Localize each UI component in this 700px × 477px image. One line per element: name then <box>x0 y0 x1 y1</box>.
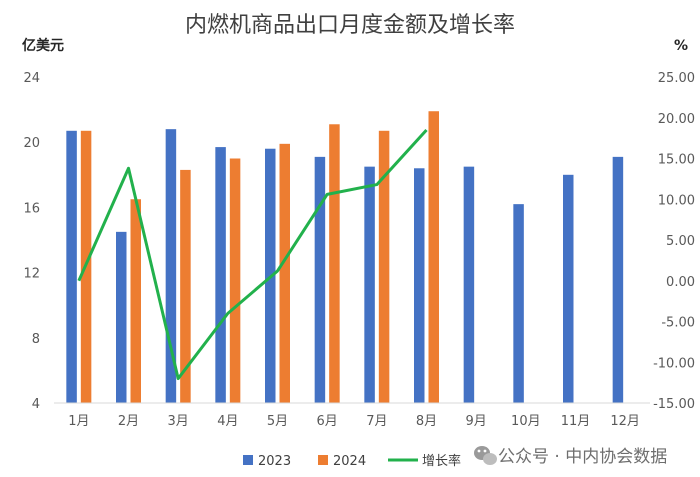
watermark: 公众号 · 中内协会数据 <box>474 446 667 467</box>
legend-label: 增长率 <box>422 453 461 469</box>
y-axis-label: 亿美元 <box>22 37 64 54</box>
x-tick-label: 5月 <box>267 414 288 429</box>
y2-tick-label: 25.00 <box>658 71 695 86</box>
y-tick-label: 16 <box>23 201 40 216</box>
y2-tick-label: 20.00 <box>658 112 695 127</box>
y2-tick-label: 0.00 <box>666 275 695 290</box>
y2-tick-label: 5.00 <box>666 234 695 249</box>
watermark-text: 公众号 · 中内协会数据 <box>498 447 667 467</box>
bar-2023-12月 <box>612 156 624 403</box>
legend-swatch-2023 <box>243 455 253 465</box>
y2-tick-label: 10.00 <box>658 193 695 208</box>
legend-swatch-2024 <box>318 455 328 465</box>
x-tick-label: 8月 <box>416 414 437 429</box>
y-tick-label: 24 <box>23 71 40 86</box>
y2-tick-label: 15.00 <box>658 153 695 168</box>
bar-2024-8月 <box>428 111 439 403</box>
y2-tick-label: -10.00 <box>653 356 695 371</box>
y2-tick-label: -5.00 <box>661 316 695 331</box>
bar-2024-3月 <box>180 169 191 403</box>
bar-2023-2月 <box>116 231 127 403</box>
bar-2023-8月 <box>414 168 425 403</box>
chart-title: 内燃机商品出口月度金额及增长率 <box>185 13 515 38</box>
bar-2024-6月 <box>329 124 340 404</box>
bar-2023-10月 <box>513 204 524 403</box>
x-tick-label: 6月 <box>317 414 338 429</box>
bar-2023-7月 <box>364 166 375 403</box>
x-tick-label: 12月 <box>610 414 640 429</box>
bar-2024-2月 <box>130 199 141 403</box>
x-tick-label: 11月 <box>561 414 591 429</box>
bar-2023-1月 <box>66 130 77 404</box>
x-tick-label: 9月 <box>466 414 487 429</box>
y2-tick-label: -15.00 <box>653 397 695 412</box>
bar-2023-3月 <box>165 129 177 403</box>
legend-label: 2024 <box>333 454 366 469</box>
wechat-icon <box>474 446 497 465</box>
x-tick-label: 4月 <box>217 414 238 429</box>
bar-2023-4月 <box>215 147 226 403</box>
y2-axis-label: % <box>674 38 688 54</box>
bar-2024-5月 <box>279 143 290 403</box>
y-tick-label: 12 <box>23 267 40 282</box>
bar-2023-9月 <box>463 166 475 403</box>
y-tick-label: 4 <box>32 397 40 412</box>
x-tick-label: 7月 <box>366 414 387 429</box>
x-tick-label: 3月 <box>168 414 189 429</box>
x-tick-label: 2月 <box>118 414 139 429</box>
y-tick-label: 8 <box>32 332 40 347</box>
bar-2024-7月 <box>378 130 390 404</box>
bar-2023-6月 <box>314 156 326 403</box>
bar-2024-4月 <box>229 158 241 403</box>
x-tick-label: 10月 <box>511 414 541 429</box>
bar-2023-11月 <box>563 174 574 403</box>
y-tick-label: 20 <box>23 136 40 151</box>
x-tick-label: 1月 <box>68 414 89 429</box>
growth-rate-line <box>77 128 428 381</box>
legend-label: 2023 <box>258 454 291 469</box>
